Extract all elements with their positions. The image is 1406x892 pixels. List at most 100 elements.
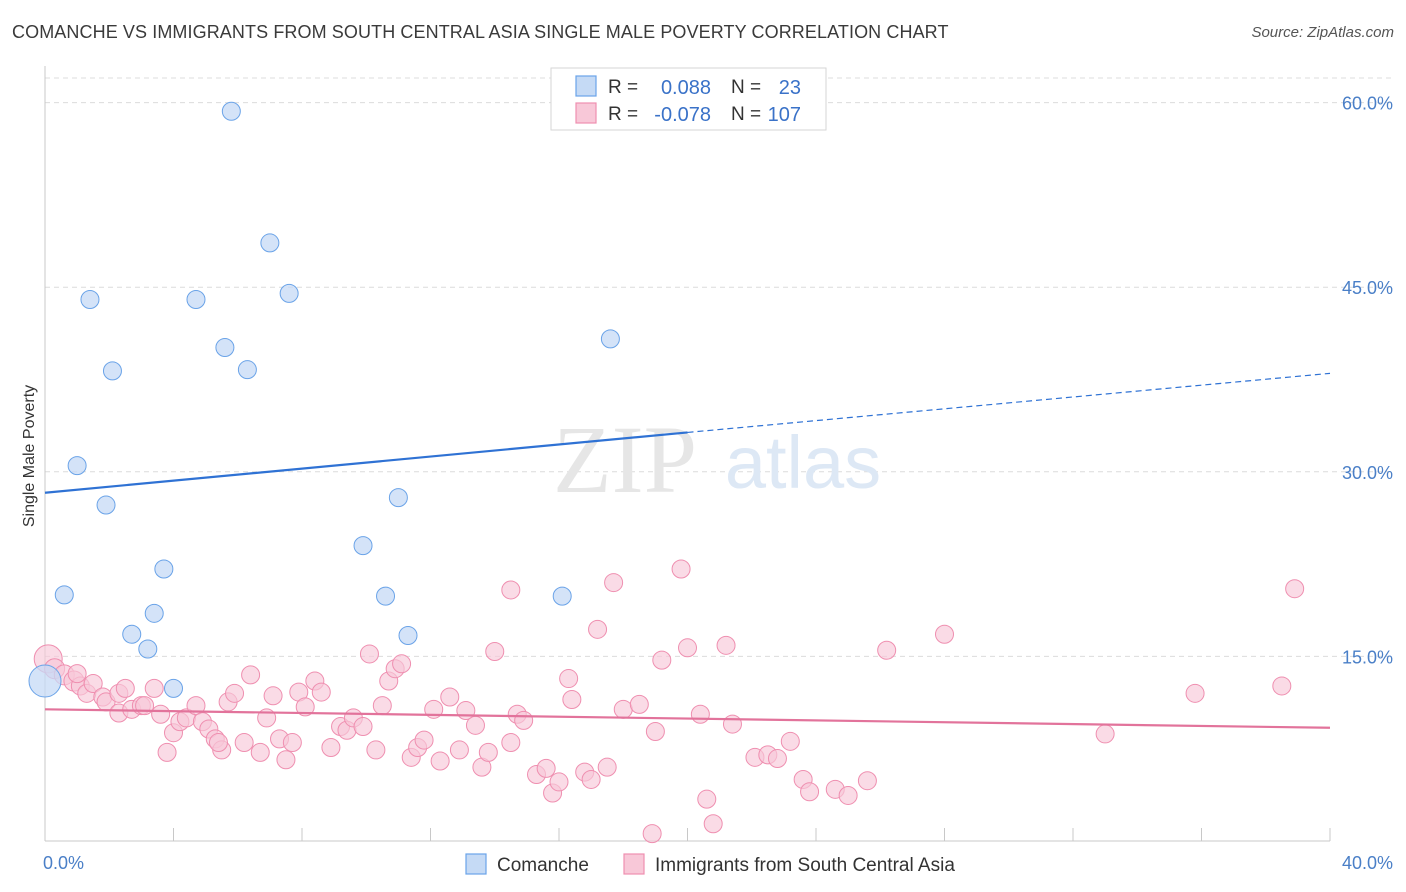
immigrants-point-52 <box>414 730 434 750</box>
comanche-point-0 <box>28 664 62 698</box>
immigrants-point-60 <box>478 742 498 762</box>
immigrants-point-36 <box>295 697 315 717</box>
trend-lines <box>44 372 1331 729</box>
comanche-point-7 <box>138 639 158 659</box>
comanche-trend-extension <box>687 372 1331 434</box>
immigrants-point-71 <box>562 689 582 709</box>
immigrants-point-76 <box>604 573 624 593</box>
immigrants-point-99 <box>935 624 954 644</box>
legend-r-label-2: R = <box>608 104 638 125</box>
immigrants-point-54 <box>430 751 450 771</box>
immigrants-point-28 <box>241 665 261 685</box>
series-legend-swatch-immigrants <box>623 853 645 875</box>
immigrants-point-14 <box>144 678 164 698</box>
immigrants-point-46 <box>372 696 392 716</box>
immigrants-point-73 <box>581 769 601 789</box>
comanche-point-3 <box>80 290 100 310</box>
source-credit: Source: ZipAtlas.com <box>1251 24 1394 41</box>
x-tick-label-min: 0.0% <box>43 853 84 873</box>
comanche-trend-line <box>44 431 688 494</box>
legend-n-label-1: N = <box>731 77 761 98</box>
comanche-point-12 <box>215 338 235 358</box>
immigrants-point-70 <box>559 669 579 689</box>
immigrants-point-74 <box>588 619 608 639</box>
immigrants-point-97 <box>857 771 877 791</box>
stats-legend-box <box>550 67 827 131</box>
immigrants-point-11 <box>115 678 135 698</box>
comanche-point-18 <box>376 586 396 606</box>
comanche-point-5 <box>102 361 122 381</box>
legend-n-value-2: 107 <box>768 104 801 126</box>
comanche-point-2 <box>67 456 87 476</box>
comanche-point-4 <box>96 495 116 515</box>
legend-r-value-2: -0.078 <box>654 104 711 126</box>
comanche-point-16 <box>279 283 299 303</box>
immigrants-point-55 <box>440 687 460 707</box>
immigrants-point-79 <box>642 824 662 844</box>
comanche-point-1 <box>54 585 74 605</box>
immigrants-point-34 <box>282 733 302 753</box>
immigrants-point-88 <box>722 714 742 734</box>
immigrants-point-61 <box>485 641 505 661</box>
immigrants-point-100 <box>1095 724 1115 744</box>
comanche-point-14 <box>237 360 257 380</box>
series-legend-label-comanche: Comanche <box>497 855 589 876</box>
comanche-point-11 <box>186 290 206 310</box>
comanche-point-17 <box>353 536 373 556</box>
y-axis-title: Single Male Poverty <box>21 385 38 527</box>
y-tick-label-0: 15.0% <box>1342 647 1393 667</box>
series-legend: Comanche Immigrants from South Central A… <box>465 853 955 876</box>
immigrants-point-49 <box>392 654 412 674</box>
immigrants-point-98 <box>877 640 897 660</box>
y-tick-label-3: 60.0% <box>1342 94 1393 114</box>
legend-n-value-1: 23 <box>779 77 801 99</box>
chart-title: COMANCHE VS IMMIGRANTS FROM SOUTH CENTRA… <box>12 22 949 42</box>
immigrants-point-78 <box>629 694 649 714</box>
comanche-point-19 <box>388 488 408 508</box>
axes <box>44 66 1331 842</box>
immigrants-point-15 <box>151 704 171 724</box>
immigrants-point-69 <box>549 772 569 792</box>
immigrants-point-77 <box>613 699 633 719</box>
series-comanche-points <box>28 101 620 698</box>
immigrants-point-65 <box>501 580 521 600</box>
immigrants-point-92 <box>780 731 800 751</box>
immigrants-point-16 <box>157 742 177 762</box>
immigrants-point-86 <box>703 814 723 834</box>
immigrants-point-38 <box>311 682 331 702</box>
immigrants-point-83 <box>678 638 697 658</box>
immigrants-point-43 <box>353 717 373 737</box>
immigrants-point-84 <box>690 704 710 724</box>
legend-r-value-1: 0.088 <box>661 77 711 99</box>
series-immigrants-points <box>33 559 1305 844</box>
immigrants-point-20 <box>186 696 206 716</box>
immigrants-point-6 <box>83 673 103 693</box>
immigrants-point-27 <box>234 733 254 753</box>
comanche-point-15 <box>260 233 280 253</box>
immigrants-point-31 <box>263 686 283 706</box>
series-legend-label-immigrants: Immigrants from South Central Asia <box>655 855 955 876</box>
y-tick-label-2: 45.0% <box>1342 278 1393 298</box>
immigrants-point-33 <box>276 750 296 770</box>
comanche-point-21 <box>552 586 572 606</box>
immigrants-point-103 <box>1285 579 1305 599</box>
legend-n-label-2: N = <box>731 104 761 125</box>
immigrants-point-104 <box>67 664 87 684</box>
immigrants-point-96 <box>838 785 858 805</box>
immigrants-point-75 <box>597 757 617 777</box>
comanche-point-9 <box>154 559 174 579</box>
immigrants-point-26 <box>225 683 245 703</box>
immigrants-point-58 <box>465 715 485 735</box>
y-tick-labels: 15.0% 30.0% 45.0% 60.0% <box>1342 94 1393 668</box>
watermark-atlas: atlas <box>725 421 881 504</box>
immigrants-point-62 <box>501 733 521 753</box>
stats-legend: R = 0.088 N = 23 R = -0.078 N = 107 <box>550 67 827 131</box>
immigrants-point-44 <box>359 644 379 664</box>
series-legend-swatch-comanche <box>465 853 487 875</box>
immigrants-point-81 <box>652 650 672 670</box>
immigrants-point-94 <box>800 782 820 802</box>
immigrants-point-64 <box>514 710 534 730</box>
immigrants-point-29 <box>250 742 270 762</box>
immigrants-point-101 <box>1185 683 1205 703</box>
